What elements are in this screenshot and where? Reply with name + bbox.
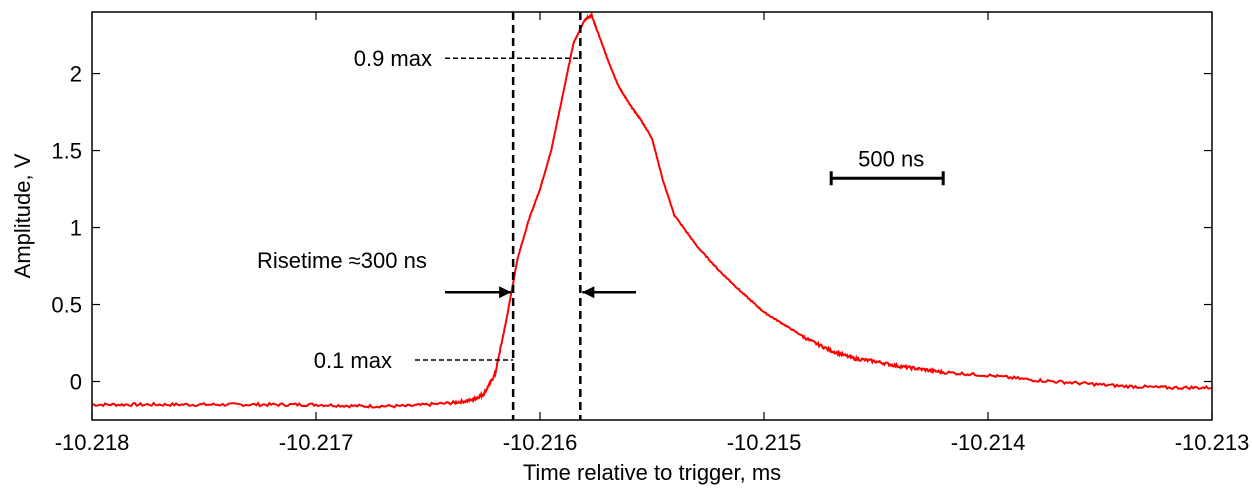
max90-label: 0.9 max: [354, 46, 432, 71]
annotation-layer: 0.9 max 0.1 max Risetime ≈300 ns 500 ns: [257, 12, 945, 420]
x-axis: -10.218 -10.217 -10.216 -10.215 -10.214 -10.2…: [55, 12, 1250, 455]
x-tick-label: -10.217: [279, 430, 354, 455]
signal-line: [91, 11, 1213, 409]
plot-background: [92, 12, 1212, 420]
y-tick-label: 0.5: [51, 293, 82, 318]
series-layer: [91, 11, 1213, 409]
max10-label: 0.1 max: [314, 348, 392, 373]
plot-frame: [91, 11, 1213, 421]
y-tick-label: 2: [70, 62, 82, 87]
y-tick-label: 0: [70, 370, 82, 395]
x-tick-label: -10.213: [1175, 430, 1250, 455]
risetime-right-arrow-head: [582, 286, 595, 299]
y-tick-label: 1: [70, 216, 82, 241]
risetime-label: Risetime ≈300 ns: [257, 248, 427, 273]
y-tick-label: 1.5: [51, 139, 82, 164]
y-axis: 0 0.5 1 1.5 2: [51, 62, 1212, 395]
x-axis-label: Time relative to trigger, ms: [523, 460, 781, 485]
x-tick-label: -10.214: [951, 430, 1026, 455]
x-tick-label: -10.216: [503, 430, 578, 455]
risetime-left-arrow-head: [499, 286, 512, 299]
y-axis-label: Amplitude, V: [10, 153, 35, 278]
scalebar-label: 500 ns: [858, 146, 924, 171]
x-tick-label: -10.218: [55, 430, 130, 455]
x-tick-label: -10.215: [727, 430, 802, 455]
